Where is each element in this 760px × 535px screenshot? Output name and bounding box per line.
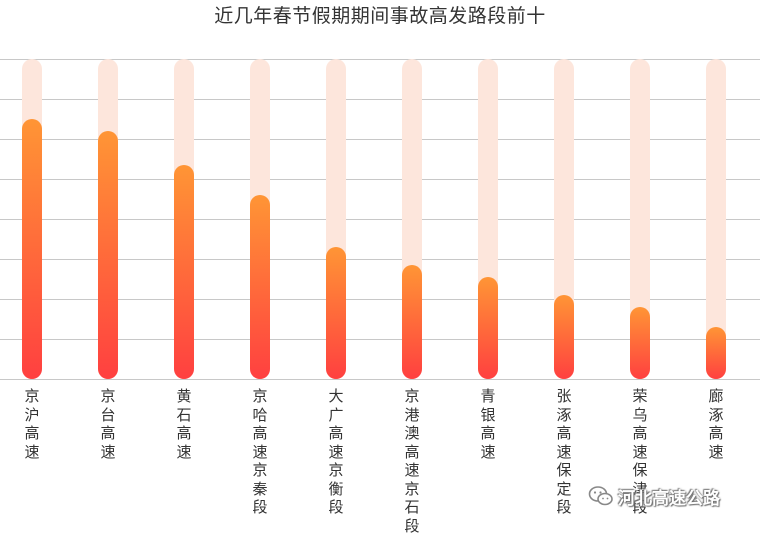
bar	[22, 119, 42, 379]
watermark-text: 河北高速公路	[618, 488, 720, 509]
bar	[326, 247, 346, 379]
x-tick-label: 大广高速京衡段	[328, 387, 344, 516]
x-tick-label: 京台高速	[100, 387, 116, 461]
x-tick-label: 京港澳高速京石段	[404, 387, 420, 535]
chart-title: 近几年春节假期期间事故高发路段前十	[214, 5, 546, 27]
x-tick-label: 黄石高速	[176, 387, 192, 461]
x-tick-label: 京哈高速京秦段	[252, 387, 268, 516]
bars	[22, 59, 726, 379]
watermark: 河北高速公路	[588, 483, 748, 509]
bar	[98, 131, 118, 379]
bar	[174, 165, 194, 379]
bar	[478, 277, 498, 379]
x-tick-label: 廊涿高速	[708, 387, 724, 461]
bar	[706, 327, 726, 379]
x-tick-label: 青银高速	[480, 387, 496, 461]
x-tick-label: 京沪高速	[24, 387, 40, 461]
bar	[402, 265, 422, 379]
wechat-icon	[588, 486, 613, 506]
bar	[630, 307, 650, 379]
bar	[554, 295, 574, 379]
x-tick-label: 荣乌高速保津段	[632, 387, 648, 516]
bar	[250, 195, 270, 379]
bar-track	[630, 59, 650, 379]
x-tick-label: 张涿高速保定段	[556, 387, 572, 516]
bar-track	[706, 59, 726, 379]
